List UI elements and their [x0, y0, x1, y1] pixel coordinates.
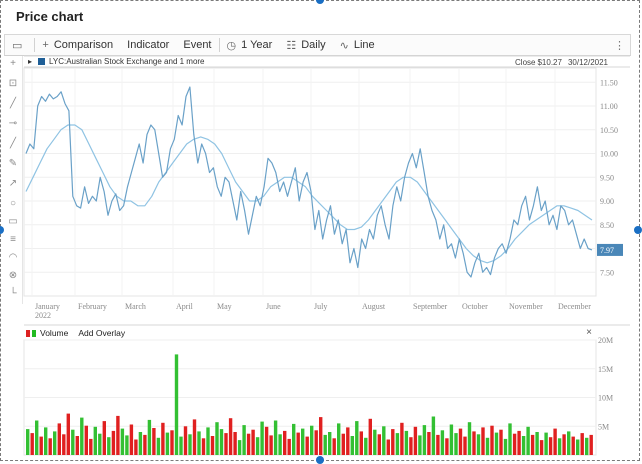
zoom-box-icon[interactable]: ⊡ — [8, 78, 18, 89]
interval-selector[interactable]: ☷ Daily — [279, 35, 332, 55]
sidebar-toggle-button[interactable]: ▭ — [5, 35, 34, 55]
panel-icon: ▭ — [12, 39, 23, 52]
close-label: Close — [515, 58, 536, 67]
line-tool-icon[interactable]: ╱ — [9, 138, 17, 149]
drawing-tools: + ⊡ ╱ ⊸ ╱ ✎ ↗ ○ ▭ ≡ ◠ ⊗ └ — [4, 56, 23, 304]
series-swatch — [38, 58, 46, 65]
resize-handle-bottom[interactable] — [316, 456, 324, 464]
indicator-label: Indicator — [127, 39, 170, 51]
volume-header: Volume Add Overlay — [26, 328, 125, 338]
series-legend: ▸ LYC:Australian Stock Exchange and 1 mo… — [28, 57, 205, 66]
plus-icon: + — [42, 39, 49, 51]
resize-handle-top[interactable] — [316, 0, 324, 4]
series-label: LYC:Australian Stock Exchange and 1 more — [49, 57, 205, 66]
comparison-label: Comparison — [53, 39, 114, 51]
erase-icon[interactable]: ⊗ — [8, 270, 18, 281]
bars-icon: ☷ — [286, 39, 297, 52]
resize-handle-left[interactable] — [0, 226, 4, 234]
arc-tool-icon[interactable]: ◠ — [8, 252, 18, 263]
volume-swatch-down — [26, 329, 30, 337]
chart-type-label: Line — [353, 39, 375, 51]
clock-icon: ◷ — [226, 39, 237, 52]
add-overlay-link[interactable]: Add Overlay — [78, 328, 126, 338]
more-options-icon[interactable]: ⋮ — [614, 39, 625, 52]
indicator-button[interactable]: Indicator — [120, 35, 176, 55]
resize-handle-right[interactable] — [634, 226, 642, 234]
close-info: Close $10.27 30/12/2021 — [509, 58, 608, 67]
circle-tool-icon[interactable]: ○ — [9, 198, 17, 209]
range-selector[interactable]: ◷ 1 Year — [220, 35, 280, 55]
page-title: Price chart — [16, 9, 84, 24]
volume-label: Volume — [40, 328, 69, 338]
line-chart-icon: ∿ — [339, 39, 349, 52]
crosshair-icon[interactable]: + — [10, 58, 16, 69]
arrow-tool-icon[interactable]: ↗ — [8, 178, 18, 189]
divider — [218, 38, 220, 52]
chart-type-selector[interactable]: ∿ Line — [333, 35, 382, 55]
fibonacci-icon[interactable]: ≡ — [10, 234, 16, 245]
expand-arrow-icon[interactable]: ▸ — [28, 57, 33, 66]
interval-label: Daily — [301, 39, 326, 51]
range-label: 1 Year — [241, 39, 273, 51]
brush-icon[interactable]: ✎ — [8, 158, 18, 169]
ray-icon[interactable]: ⊸ — [8, 118, 18, 129]
volume-swatch-up — [32, 329, 36, 337]
divider — [34, 38, 36, 52]
axis-icon[interactable]: └ — [9, 288, 17, 299]
close-volume-button[interactable]: × — [586, 327, 592, 338]
event-label: Event — [183, 39, 212, 51]
rectangle-tool-icon[interactable]: ▭ — [8, 216, 18, 227]
chart-toolbar: ▭ + Comparison Indicator Event ◷ 1 Year ☷ D… — [4, 34, 631, 56]
event-button[interactable]: Event — [176, 35, 218, 55]
pencil-icon[interactable]: ╱ — [9, 98, 17, 109]
close-date: 30/12/2021 — [567, 58, 608, 67]
close-value: $10.27 — [537, 58, 562, 67]
comparison-button[interactable]: + Comparison — [35, 35, 120, 55]
